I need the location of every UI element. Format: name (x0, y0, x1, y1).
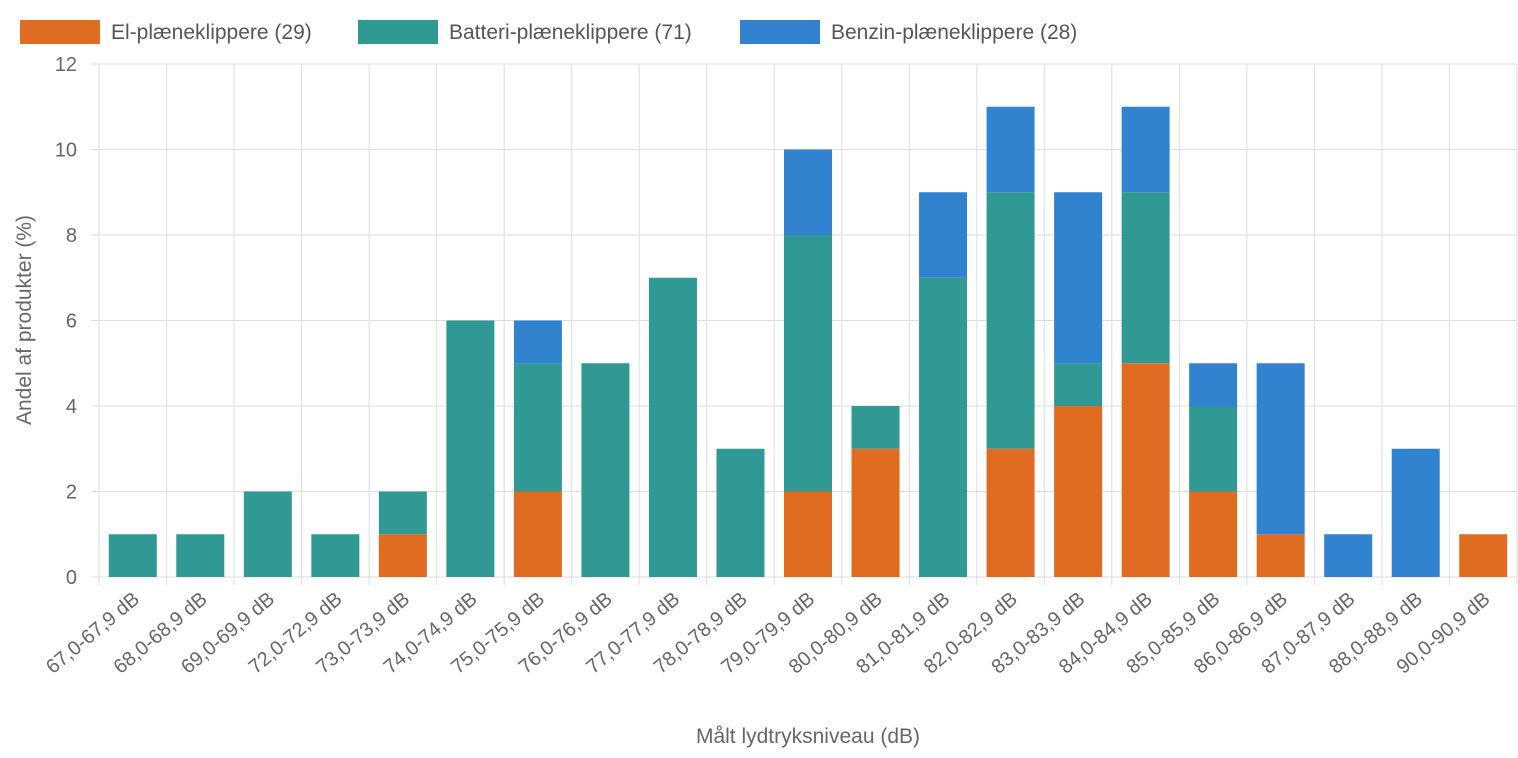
bar-segment-benzin (1324, 534, 1373, 577)
bar-segment-el (1121, 363, 1170, 577)
bar-segment-el (986, 448, 1035, 577)
y-tick-label: 4 (66, 396, 77, 418)
bar-segment-el (1189, 491, 1238, 577)
bar-segment-el (1459, 534, 1508, 577)
bar-segment-el (1054, 406, 1103, 577)
legend: El-plæneklippere (29) Batteri-plæneklippe… (20, 20, 1077, 44)
bar-segment-batteri (513, 363, 562, 492)
legend-swatch (20, 20, 100, 44)
bar-segment-batteri (378, 491, 427, 535)
y-axis-title: Andel af produkter (%) (13, 215, 36, 425)
bar-segment-batteri (648, 277, 697, 577)
bar-segment-batteri (784, 235, 832, 492)
bar-segment-benzin (1054, 192, 1103, 364)
bar-segment-batteri (243, 491, 292, 577)
bar-segment-batteri (1054, 363, 1103, 406)
bar-segment-benzin (1391, 448, 1440, 577)
bar-segment-benzin (1256, 363, 1305, 535)
y-tick-label: 8 (66, 225, 77, 247)
bar-segment-batteri (311, 534, 360, 577)
bar-segment-el (1256, 534, 1305, 577)
bar-segment-benzin (919, 192, 968, 278)
y-tick-label: 6 (66, 311, 77, 333)
bar-segment-el (378, 534, 427, 577)
legend-label: Batteri-plæneklippere (71) (449, 21, 692, 44)
bar-segment-batteri (1189, 406, 1238, 492)
bar-segment-benzin (1121, 106, 1170, 193)
bar-segment-el (851, 448, 900, 577)
y-tick-label: 10 (55, 140, 77, 162)
legend-label: El-plæneklippere (29) (111, 21, 312, 44)
legend-swatch (740, 20, 820, 44)
legend-swatch (358, 20, 438, 44)
bar-segment-batteri (716, 448, 765, 577)
x-axis-title: Målt lydtryksniveau (dB) (696, 725, 920, 748)
bar-segment-batteri (986, 192, 1035, 449)
bar-segment-el (513, 491, 562, 577)
y-tick-label: 2 (66, 482, 77, 504)
y-tick-label: 0 (66, 567, 77, 589)
bar-segment-benzin (513, 320, 562, 364)
bar-segment-batteri (851, 406, 900, 449)
bar-segment-batteri (446, 320, 495, 577)
bars (108, 106, 1508, 577)
bar-segment-batteri (581, 363, 630, 577)
y-axis-ticks: 0 2 4 6 8 10 12 (55, 54, 77, 589)
bar-segment-benzin (1189, 363, 1238, 406)
bar-segment-el (784, 491, 832, 577)
bar-segment-batteri (108, 534, 157, 577)
bar-segment-batteri (176, 534, 225, 577)
bar-segment-benzin (986, 106, 1035, 193)
legend-label: Benzin-plæneklippere (28) (831, 21, 1077, 44)
bar-segment-benzin (784, 149, 832, 235)
bar-segment-batteri (919, 277, 968, 577)
bar-segment-batteri (1121, 192, 1170, 364)
y-tick-label: 12 (55, 54, 77, 76)
